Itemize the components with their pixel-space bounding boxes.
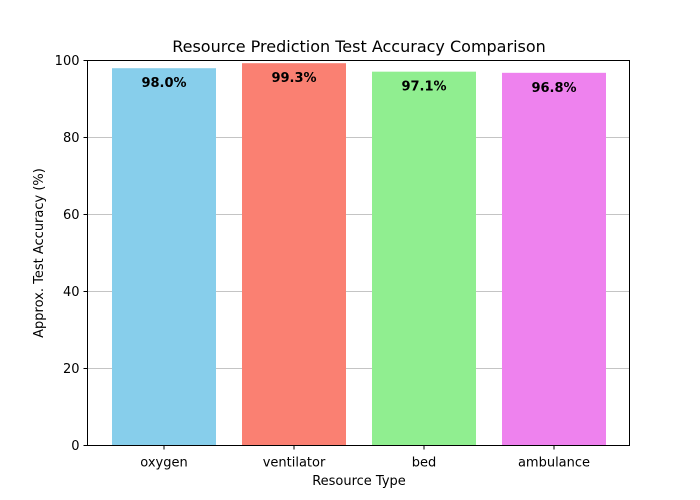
x-axis-label: Resource Type — [312, 474, 406, 489]
x-axis: oxygen ventilator bed ambulance — [140, 445, 590, 471]
y-axis-label: Approx. Test Accuracy (%) — [32, 168, 47, 338]
chart-title: Resource Prediction Test Accuracy Compar… — [172, 37, 546, 56]
y-tick-label: 0 — [71, 439, 79, 454]
x-tick-label-ventilator: ventilator — [263, 456, 326, 471]
y-tick-label: 60 — [63, 208, 80, 223]
data-labels-group: 98.0% 99.3% 97.1% 96.8% — [141, 71, 576, 96]
y-tick-label: 20 — [63, 362, 80, 377]
y-tick-label: 40 — [63, 285, 80, 300]
x-tick-label-oxygen: oxygen — [140, 456, 187, 471]
bar-ventilator — [242, 63, 346, 446]
bar-ambulance — [502, 72, 606, 446]
bars-group — [112, 63, 606, 446]
data-label-oxygen: 98.0% — [141, 76, 186, 91]
bar-bed — [372, 71, 476, 446]
y-tick-label: 80 — [63, 131, 80, 146]
bar-oxygen — [112, 68, 216, 446]
plot-frame — [87, 60, 630, 446]
data-label-ventilator: 99.3% — [271, 71, 316, 86]
data-label-bed: 97.1% — [401, 80, 446, 95]
y-axis: 0 20 40 60 80 100 — [55, 54, 88, 454]
x-tick-label-ambulance: ambulance — [518, 456, 590, 471]
x-tick-label-bed: bed — [412, 456, 437, 471]
y-tick-label: 100 — [55, 54, 80, 69]
data-label-ambulance: 96.8% — [531, 81, 576, 96]
